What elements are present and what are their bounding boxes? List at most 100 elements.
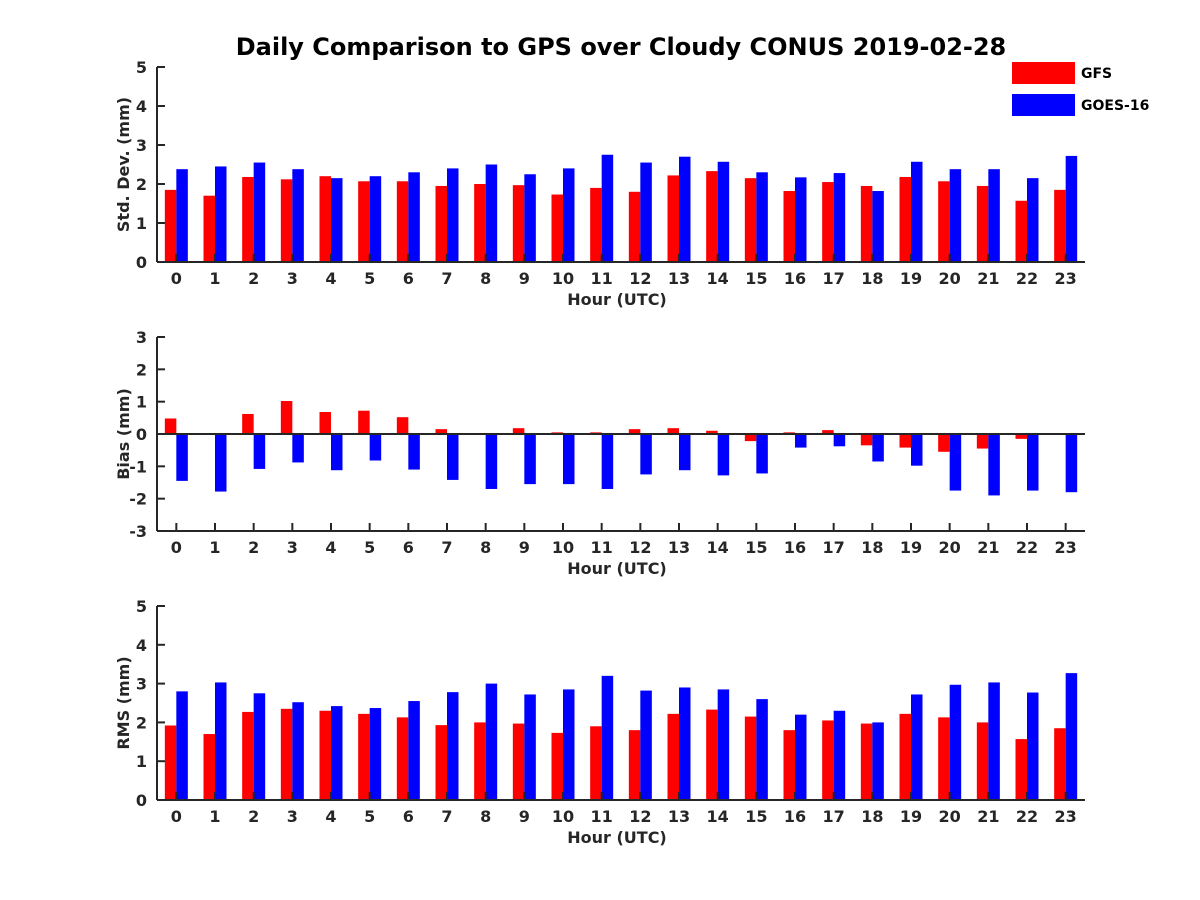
bar-goes16-17 [833, 173, 846, 262]
legend-swatch-gfs [1012, 62, 1075, 84]
x-tick-label: 21 [977, 807, 999, 826]
bar-gfs-7 [435, 185, 447, 262]
bar-gfs-16 [783, 191, 795, 262]
bar-goes16-7 [447, 692, 459, 800]
bar-gfs-23 [1054, 189, 1066, 262]
x-tick-label: 6 [403, 269, 414, 288]
bar-gfs-13 [667, 175, 679, 262]
bar-goes16-18 [872, 191, 884, 262]
y-tick-label: 1 [136, 214, 147, 233]
x-tick-label: 17 [823, 269, 845, 288]
bar-gfs-8 [474, 184, 486, 262]
bar-gfs-12 [628, 730, 641, 800]
bar-goes16-11 [601, 154, 614, 262]
x-tick-label: 8 [480, 538, 491, 557]
bar-goes16-14 [717, 161, 730, 262]
x-tick-label: 9 [519, 538, 530, 557]
x-tick-label: 14 [707, 807, 729, 826]
bar-goes16-19 [911, 434, 923, 466]
bar-goes16-10 [563, 689, 575, 800]
x-tick-label: 16 [784, 807, 806, 826]
bar-goes16-17 [833, 710, 846, 800]
bar-goes16-15 [756, 434, 768, 474]
bar-gfs-6 [396, 417, 409, 434]
x-tick-label: 10 [552, 269, 574, 288]
bar-goes16-21 [988, 434, 1000, 496]
bar-goes16-8 [485, 683, 498, 800]
x-tick-label: 19 [900, 807, 922, 826]
bar-gfs-18 [860, 185, 873, 262]
y-tick-label: -2 [129, 490, 147, 509]
bar-goes16-10 [563, 168, 575, 262]
bar-goes16-14 [717, 689, 730, 800]
bar-gfs-15 [744, 434, 757, 442]
bar-goes16-4 [331, 706, 343, 800]
x-tick-label: 15 [745, 538, 767, 557]
bar-gfs-4 [319, 412, 331, 434]
x-tick-label: 20 [939, 807, 961, 826]
bar-goes16-12 [640, 162, 652, 262]
bar-goes16-13 [679, 434, 691, 471]
x-tick-label: 18 [861, 807, 883, 826]
bar-goes16-12 [640, 434, 652, 475]
x-tick-label: 18 [861, 269, 883, 288]
x-tick-label: 20 [939, 269, 961, 288]
bar-gfs-19 [899, 713, 911, 800]
y-tick-label: 1 [136, 752, 147, 771]
bar-gfs-12 [628, 429, 641, 434]
x-tick-label: 9 [519, 269, 530, 288]
x-tick-label: 10 [552, 807, 574, 826]
x-tick-label: 12 [629, 269, 651, 288]
bar-gfs-22 [1015, 200, 1027, 262]
x-tick-label: 9 [519, 807, 530, 826]
x-tick-label: 5 [364, 807, 375, 826]
y-tick-label: 2 [136, 175, 147, 194]
bar-gfs-21 [976, 722, 989, 800]
x-tick-label: 22 [1016, 538, 1038, 557]
y-tick-label: -3 [129, 522, 147, 541]
bar-goes16-20 [949, 684, 962, 800]
bar-goes16-0 [176, 691, 188, 800]
bar-goes16-23 [1065, 434, 1078, 493]
bar-gfs-1 [203, 195, 215, 262]
bar-goes16-12 [640, 690, 652, 800]
bar-gfs-22 [1015, 739, 1027, 800]
bar-goes16-9 [524, 174, 536, 262]
bar-gfs-17 [822, 720, 834, 800]
bar-gfs-20 [938, 434, 950, 452]
bar-gfs-14 [706, 171, 718, 262]
bar-goes16-22 [1027, 692, 1039, 800]
x-tick-label: 19 [900, 538, 922, 557]
x-tick-label: 8 [480, 807, 491, 826]
x-tick-label: 13 [668, 538, 690, 557]
bar-gfs-6 [396, 181, 409, 262]
y-axis-label: RMS (mm) [114, 656, 133, 749]
x-tick-label: 23 [1055, 269, 1077, 288]
bar-goes16-19 [911, 161, 923, 262]
bar-goes16-6 [408, 434, 420, 470]
x-axis-label: Hour (UTC) [567, 559, 667, 578]
x-tick-label: 7 [441, 269, 452, 288]
bar-gfs-21 [976, 185, 989, 262]
x-tick-label: 23 [1055, 538, 1077, 557]
bar-gfs-3 [280, 179, 293, 262]
y-tick-label: 3 [136, 675, 147, 694]
bar-goes16-1 [215, 434, 227, 492]
bar-gfs-12 [628, 191, 641, 262]
bar-gfs-23 [1054, 728, 1066, 800]
x-tick-label: 22 [1016, 269, 1038, 288]
bar-goes16-16 [795, 714, 807, 800]
bar-goes16-13 [679, 156, 691, 262]
y-tick-label: 4 [136, 97, 147, 116]
x-tick-label: 2 [248, 807, 259, 826]
x-tick-label: 11 [591, 269, 613, 288]
x-tick-label: 3 [287, 538, 298, 557]
bar-goes16-20 [949, 434, 962, 491]
bar-gfs-17 [822, 182, 834, 262]
bar-gfs-9 [512, 428, 525, 434]
x-tick-label: 3 [287, 807, 298, 826]
bar-gfs-18 [860, 723, 873, 800]
y-tick-label: 0 [136, 791, 147, 810]
